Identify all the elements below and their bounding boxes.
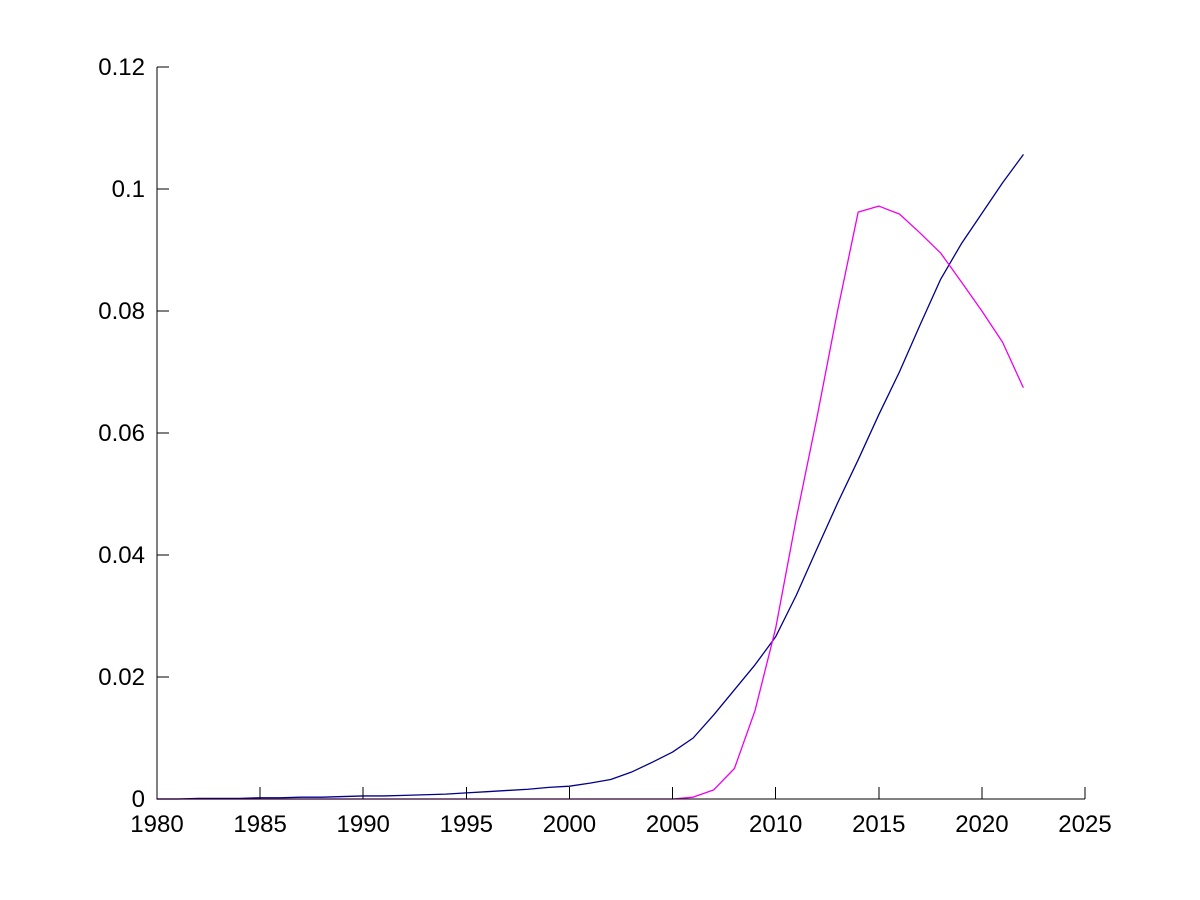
- series-dark-blue-line: [156, 154, 1024, 800]
- x-tick-label-1980: 1980: [130, 811, 183, 838]
- series-magenta-line: [156, 205, 1024, 800]
- y-tick-label-0: 0: [132, 786, 145, 813]
- x-tick-label-2000: 2000: [543, 811, 596, 838]
- x-tick-label-2015: 2015: [852, 811, 905, 838]
- x-tick-label-1985: 1985: [233, 811, 286, 838]
- y-tick-label-0.06: 0.06: [98, 420, 145, 447]
- x-tick-label-1995: 1995: [440, 811, 493, 838]
- y-tick-label-0.04: 0.04: [98, 542, 145, 569]
- y-tick-label-0.12: 0.12: [98, 54, 145, 81]
- x-tick-label-2020: 2020: [955, 811, 1008, 838]
- x-tick-label-2010: 2010: [749, 811, 802, 838]
- x-tick-label-1990: 1990: [337, 811, 390, 838]
- y-tick-label-0.1: 0.1: [112, 176, 145, 203]
- x-tick-label-2025: 2025: [1058, 811, 1111, 838]
- y-tick-label-0.08: 0.08: [98, 298, 145, 325]
- x-tick-label-2005: 2005: [646, 811, 699, 838]
- y-tick-label-0.02: 0.02: [98, 664, 145, 691]
